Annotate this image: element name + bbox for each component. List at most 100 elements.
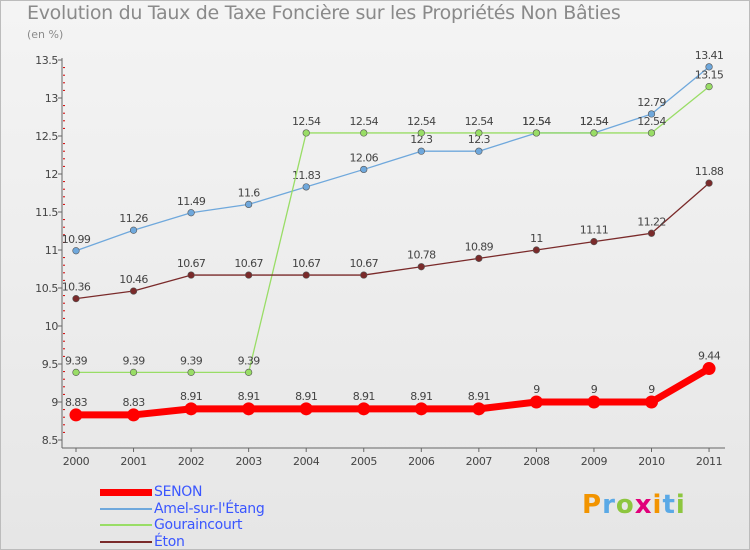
data-point: [187, 368, 195, 376]
x-tick-label: 2008: [523, 455, 550, 468]
data-label: 9.39: [238, 354, 261, 367]
data-point: [187, 209, 195, 217]
data-label: 12.54: [580, 115, 609, 128]
y-tick-label: 12.5: [35, 130, 58, 143]
logo-letter: i: [652, 490, 663, 520]
data-point: [475, 254, 483, 262]
legend-item: Éton: [100, 534, 264, 550]
data-point: [532, 246, 541, 254]
data-point: [417, 129, 425, 137]
data-label: 9: [533, 383, 540, 396]
y-tick-label: 13.5: [35, 54, 58, 67]
data-label: 13.15: [695, 69, 724, 82]
data-label: 10.67: [292, 257, 321, 270]
data-point: [645, 395, 658, 409]
data-label: 11: [530, 232, 543, 245]
data-point: [417, 263, 425, 271]
data-label: 12.54: [522, 115, 551, 128]
data-label: 9.39: [180, 354, 203, 367]
x-tick-label: 2000: [63, 455, 90, 468]
data-point: [647, 129, 656, 137]
proxiti-logo: Proxiti: [582, 490, 686, 520]
legend-swatch: [100, 488, 152, 496]
data-point: [590, 129, 598, 137]
data-label: 12.79: [637, 96, 666, 109]
data-point: [705, 63, 713, 71]
x-tick-label: 2007: [466, 455, 493, 468]
x-tick-label: 2003: [235, 455, 262, 468]
data-label: 11.83: [292, 169, 321, 182]
data-point: [129, 368, 138, 376]
data-point: [129, 287, 138, 295]
data-label: 12.54: [465, 115, 494, 128]
data-label: 11.26: [119, 212, 148, 225]
data-point: [705, 82, 713, 91]
x-tick-label: 2010: [638, 455, 665, 468]
data-point: [705, 179, 713, 187]
y-tick-label: 11.5: [35, 206, 58, 219]
data-point: [360, 271, 368, 279]
data-point: [532, 129, 541, 137]
data-point: [302, 129, 310, 137]
unit-label: (en %): [27, 28, 64, 41]
legend-item: Amel-sur-l'Étang: [100, 500, 265, 518]
data-label: 11.22: [637, 215, 666, 228]
y-tick-label: 10: [45, 320, 59, 333]
legend-label: Amel-sur-l'Étang: [154, 500, 265, 517]
data-label: 12.54: [350, 115, 379, 128]
y-tick-label: 11: [45, 244, 58, 257]
data-label: 11.88: [695, 165, 724, 178]
data-label: 10.67: [350, 257, 379, 270]
data-label: 10.78: [407, 249, 436, 262]
data-point: [475, 129, 483, 137]
data-point: [587, 395, 601, 409]
data-point: [245, 368, 253, 376]
x-tick-label: 2005: [351, 455, 378, 468]
data-label: 8.83: [65, 396, 88, 409]
data-point: [302, 183, 310, 191]
data-label: 10.67: [177, 257, 206, 270]
x-tick-label: 2001: [120, 455, 146, 468]
y-tick-label: 9: [51, 396, 58, 409]
legend-swatch: [100, 524, 152, 527]
y-tick-label: 10.5: [35, 282, 58, 295]
x-tick-label: 2002: [178, 455, 204, 468]
logo-letter: P: [582, 490, 603, 520]
logo-letter: x: [634, 490, 653, 520]
data-point: [472, 402, 486, 416]
series-line-0: [72, 365, 713, 419]
series-line-3: [75, 182, 710, 300]
legend-swatch: [100, 507, 152, 510]
data-point: [417, 147, 425, 155]
data-point: [187, 271, 195, 279]
data-label: 10.46: [119, 273, 148, 286]
y-tick-label: 13: [45, 92, 59, 105]
y-tick-label: 12: [45, 168, 58, 181]
data-label: 12.06: [350, 151, 379, 164]
data-label: 12.54: [580, 115, 609, 128]
data-label: 9.39: [65, 354, 88, 367]
data-point: [299, 402, 313, 416]
data-label: 10.89: [465, 240, 494, 253]
legend-item: Gouraincourt: [100, 517, 264, 534]
data-label: 11.49: [177, 195, 206, 208]
logo-letter: o: [615, 490, 635, 520]
x-tick-label: 2004: [293, 455, 320, 468]
data-label: 9.44: [698, 350, 721, 363]
data-label: 9: [591, 383, 598, 396]
data-label: 13.41: [695, 49, 724, 62]
legend-label: Éton: [154, 533, 185, 550]
data-label: 8.91: [468, 390, 490, 403]
data-point: [129, 226, 138, 234]
data-point: [414, 402, 428, 416]
data-point: [647, 229, 656, 237]
data-label: 12.3: [468, 133, 491, 146]
logo-letter: i: [675, 490, 686, 520]
logo-letter: t: [662, 490, 676, 520]
x-tick-label: 2006: [408, 455, 435, 468]
data-point: [357, 402, 371, 416]
data-label: 8.91: [410, 390, 432, 403]
legend-item: SENON: [100, 484, 264, 501]
data-label: 12.54: [637, 115, 666, 128]
